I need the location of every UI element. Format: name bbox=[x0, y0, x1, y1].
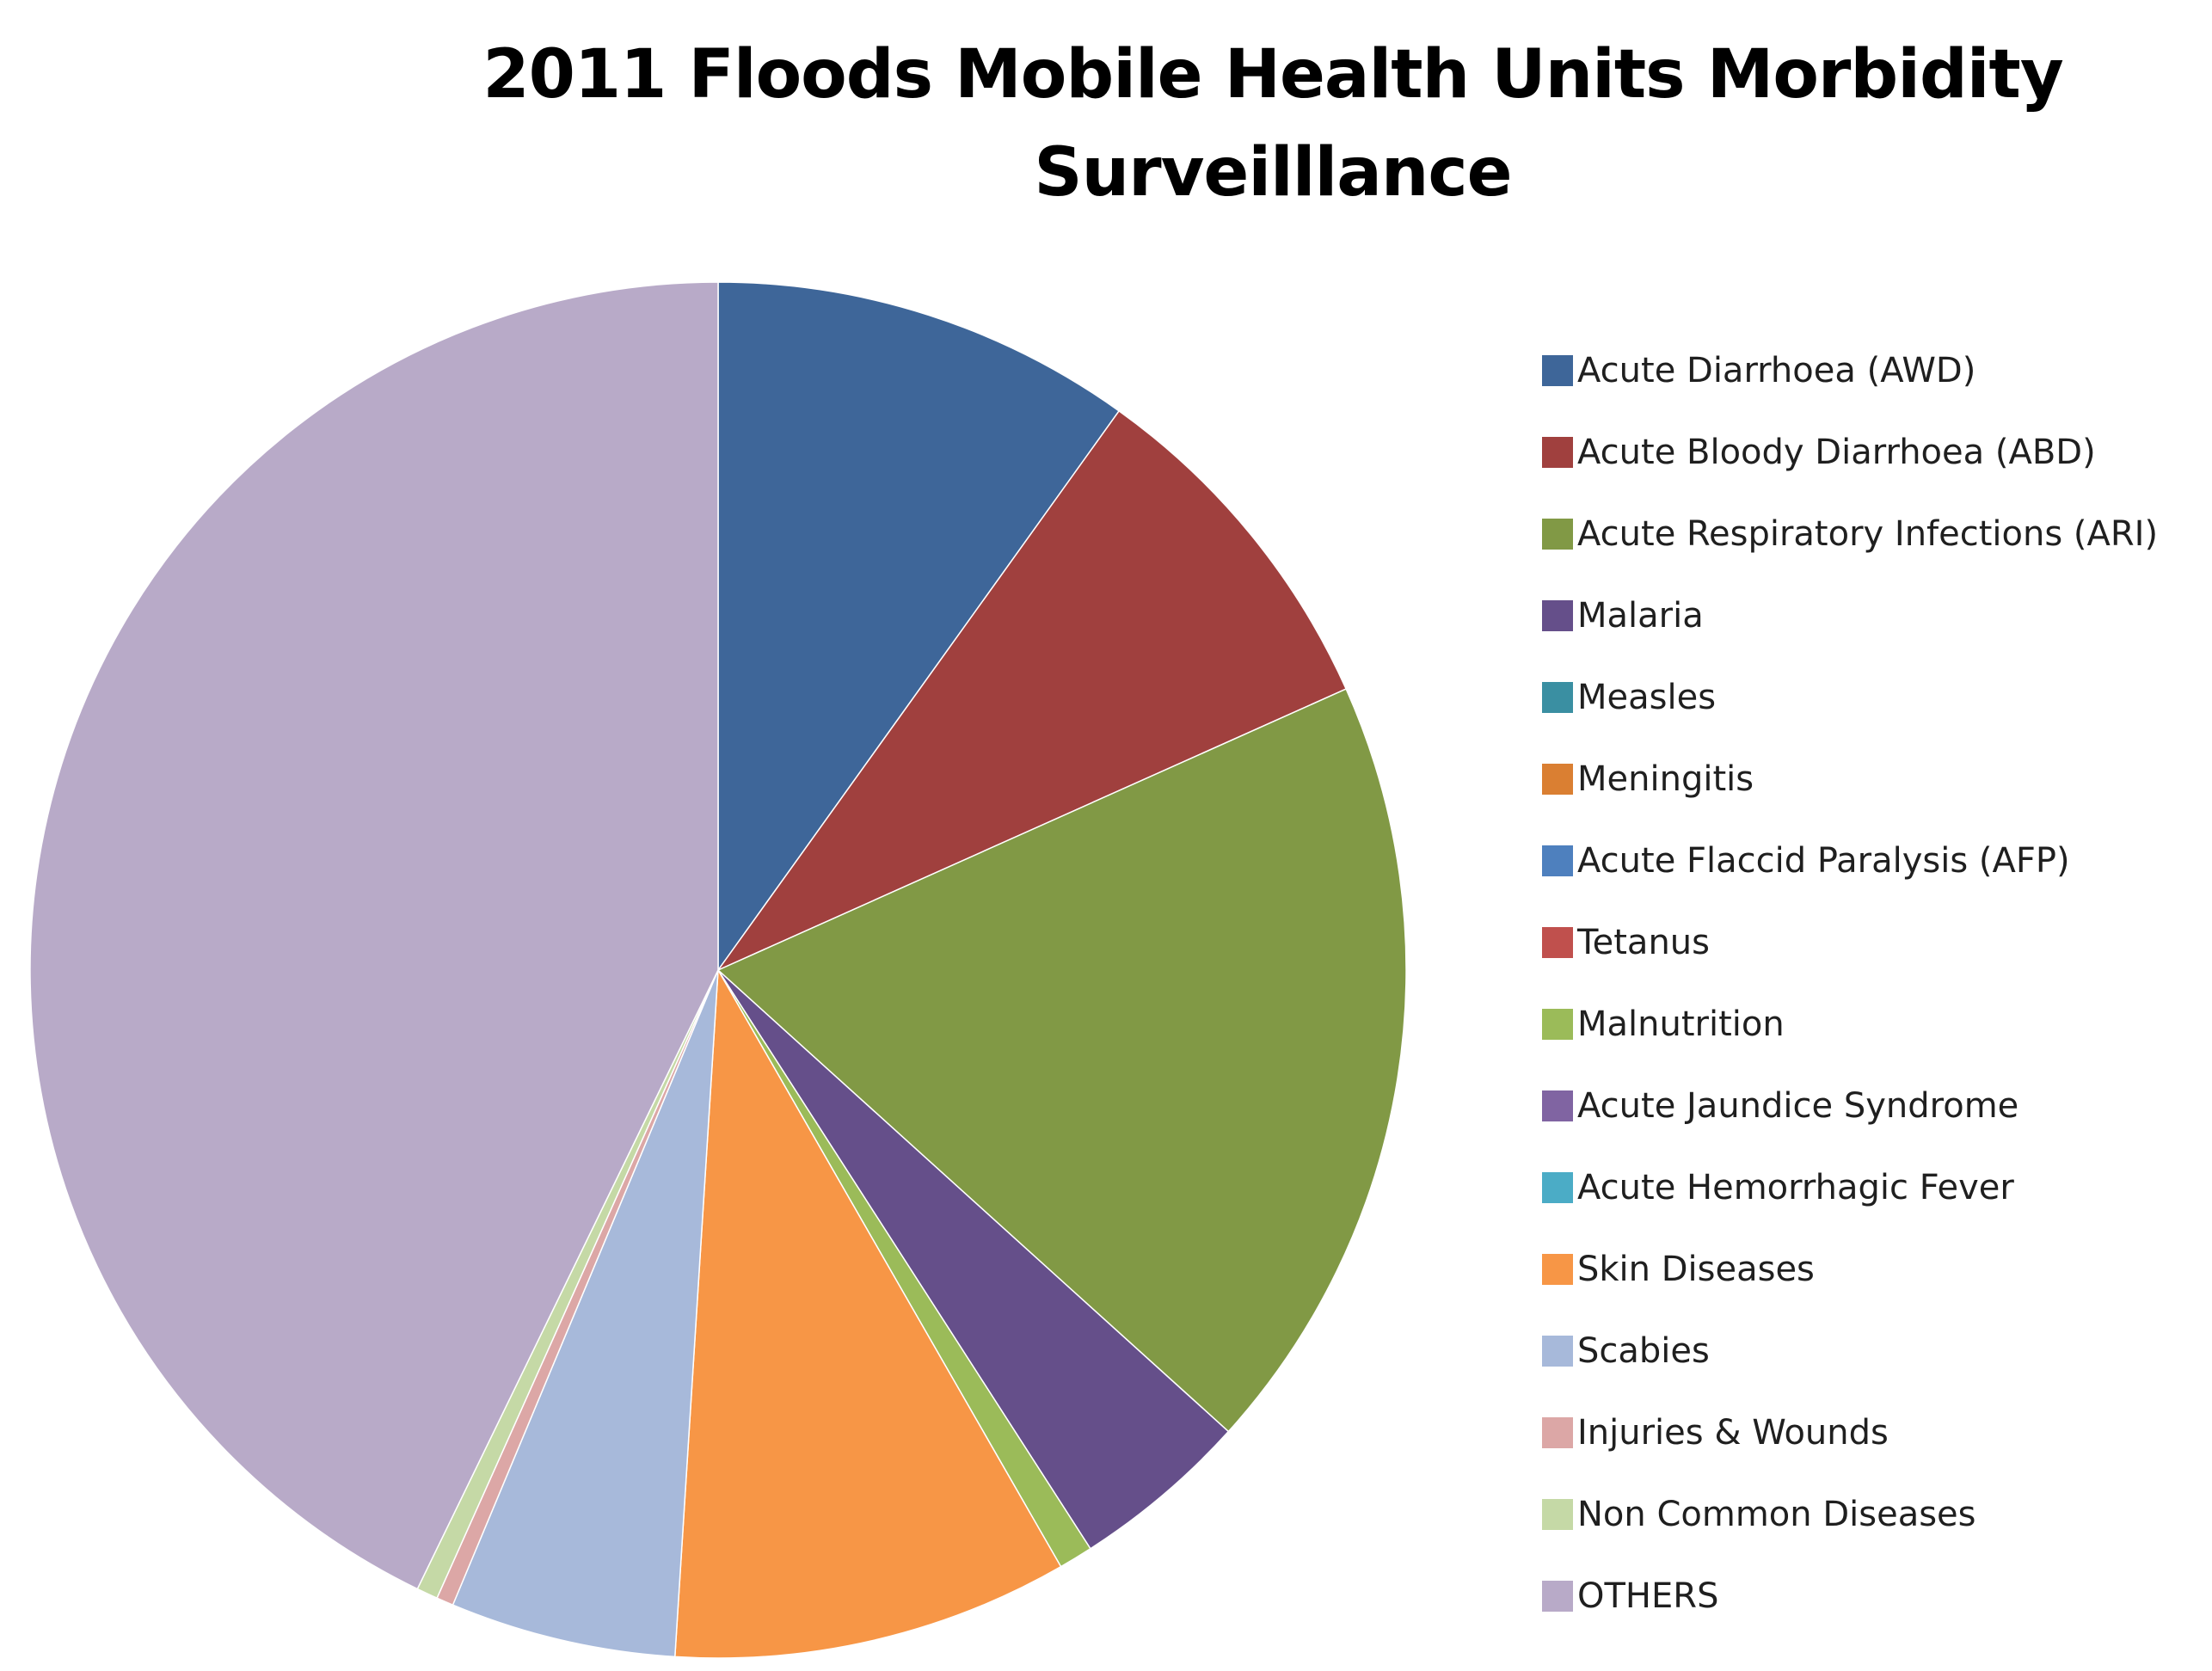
legend-label: Skin Diseases bbox=[1577, 1249, 1815, 1289]
legend-label: Measles bbox=[1577, 677, 1717, 717]
legend-label: OTHERS bbox=[1577, 1576, 1719, 1616]
legend-item-scabies: Scabies bbox=[1542, 1310, 2196, 1391]
legend-label: Acute Hemorrhagic Fever bbox=[1577, 1167, 2014, 1207]
legend-swatch bbox=[1542, 1090, 1573, 1121]
legend-item-acute-jaundice-syndrome: Acute Jaundice Syndrome bbox=[1542, 1065, 2196, 1146]
legend-item-non-common-diseases: Non Common Diseases bbox=[1542, 1473, 2196, 1555]
legend-swatch bbox=[1542, 518, 1573, 550]
legend-swatch bbox=[1542, 1580, 1573, 1612]
legend-item-acute-flaccid-paralysis-afp: Acute Flaccid Paralysis (AFP) bbox=[1542, 820, 2196, 901]
legend-label: Malnutrition bbox=[1577, 1004, 1785, 1044]
legend-item-injuries-and-wounds: Injuries & Wounds bbox=[1542, 1391, 2196, 1473]
legend-item-others: OTHERS bbox=[1542, 1555, 2196, 1637]
legend-item-acute-diarrhoea-awd: Acute Diarrhoea (AWD) bbox=[1542, 329, 2196, 411]
legend-label: Tetanus bbox=[1577, 922, 1710, 962]
legend-swatch bbox=[1542, 845, 1573, 876]
pie-slice-malaria bbox=[717, 969, 1230, 1550]
legend-item-malaria: Malaria bbox=[1542, 574, 2196, 656]
legend-item-skin-diseases: Skin Diseases bbox=[1542, 1228, 2196, 1310]
legend-label: Acute Respiratory Infections (ARI) bbox=[1577, 513, 2159, 554]
legend-swatch bbox=[1542, 926, 1573, 958]
legend-swatch bbox=[1542, 1008, 1573, 1040]
pie-slice-acute-bloody-diarrhoea-abd bbox=[717, 410, 1347, 971]
legend-label: Acute Flaccid Paralysis (AFP) bbox=[1577, 840, 2070, 881]
pie-slice-others bbox=[29, 281, 719, 1590]
legend-item-acute-bloody-diarrhoea-abd: Acute Bloody Diarrhoea (ABD) bbox=[1542, 411, 2196, 493]
legend-swatch bbox=[1542, 1416, 1573, 1448]
pie-slice-acute-diarrhoea-awd bbox=[717, 281, 1120, 971]
legend-item-tetanus: Tetanus bbox=[1542, 901, 2196, 983]
legend-label: Malaria bbox=[1577, 595, 1704, 636]
pie-slice-skin-diseases bbox=[674, 969, 1062, 1659]
legend-label: Non Common Diseases bbox=[1577, 1494, 1976, 1534]
legend-item-acute-hemorrhagic-fever: Acute Hemorrhagic Fever bbox=[1542, 1146, 2196, 1228]
legend-swatch bbox=[1542, 1498, 1573, 1530]
legend: Acute Diarrhoea (AWD) Acute Bloody Diarrh… bbox=[1542, 329, 2196, 1637]
legend-label: Meningitis bbox=[1577, 759, 1754, 799]
legend-swatch bbox=[1542, 1253, 1573, 1285]
pie-slice-acute-respiratory-infections-ari bbox=[717, 688, 1407, 1433]
legend-item-meningitis: Meningitis bbox=[1542, 738, 2196, 820]
legend-item-acute-respiratory-infections-ari: Acute Respiratory Infections (ARI) bbox=[1542, 493, 2196, 574]
legend-swatch bbox=[1542, 763, 1573, 795]
legend-swatch bbox=[1542, 1335, 1573, 1367]
legend-label: Scabies bbox=[1577, 1330, 1710, 1371]
legend-label: Acute Diarrhoea (AWD) bbox=[1577, 350, 1976, 390]
legend-label: Acute Jaundice Syndrome bbox=[1577, 1085, 2019, 1126]
chart-title: 2011 Floods Mobile Health Units Morbidit… bbox=[284, 26, 2212, 222]
legend-swatch bbox=[1542, 681, 1573, 713]
chart-title-line-1: 2011 Floods Mobile Health Units Morbidit… bbox=[482, 36, 2063, 114]
legend-item-malnutrition: Malnutrition bbox=[1542, 983, 2196, 1065]
legend-swatch bbox=[1542, 1171, 1573, 1203]
pie-slice-scabies bbox=[452, 969, 719, 1658]
legend-label: Acute Bloody Diarrhoea (ABD) bbox=[1577, 432, 2096, 472]
legend-swatch bbox=[1542, 599, 1573, 631]
pie-chart bbox=[29, 281, 1407, 1659]
legend-swatch bbox=[1542, 354, 1573, 386]
legend-item-measles: Measles bbox=[1542, 656, 2196, 738]
legend-label: Injuries & Wounds bbox=[1577, 1412, 1889, 1453]
legend-swatch bbox=[1542, 436, 1573, 468]
chart-title-line-2: Surveilllance bbox=[1034, 134, 1512, 212]
